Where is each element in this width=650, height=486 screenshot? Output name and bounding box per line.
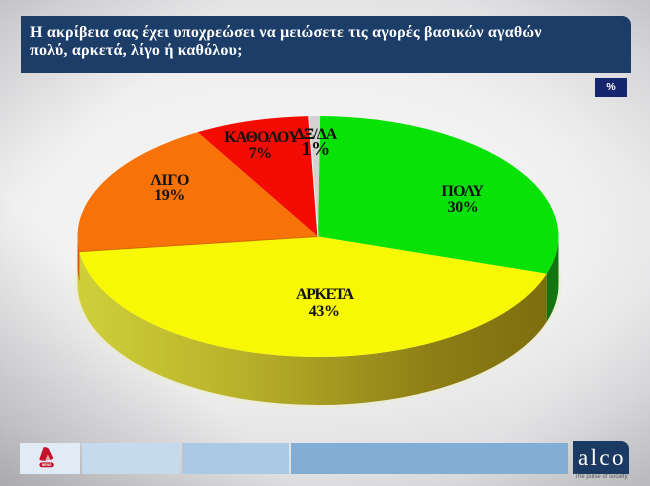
svg-text:NEWS: NEWS	[42, 463, 52, 467]
